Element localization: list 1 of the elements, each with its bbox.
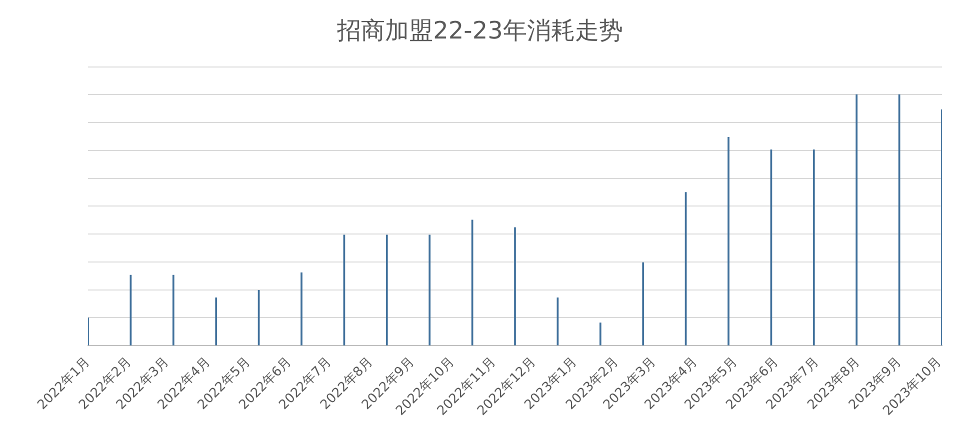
chart-title: 招商加盟22-23年消耗走势 bbox=[336, 16, 623, 45]
